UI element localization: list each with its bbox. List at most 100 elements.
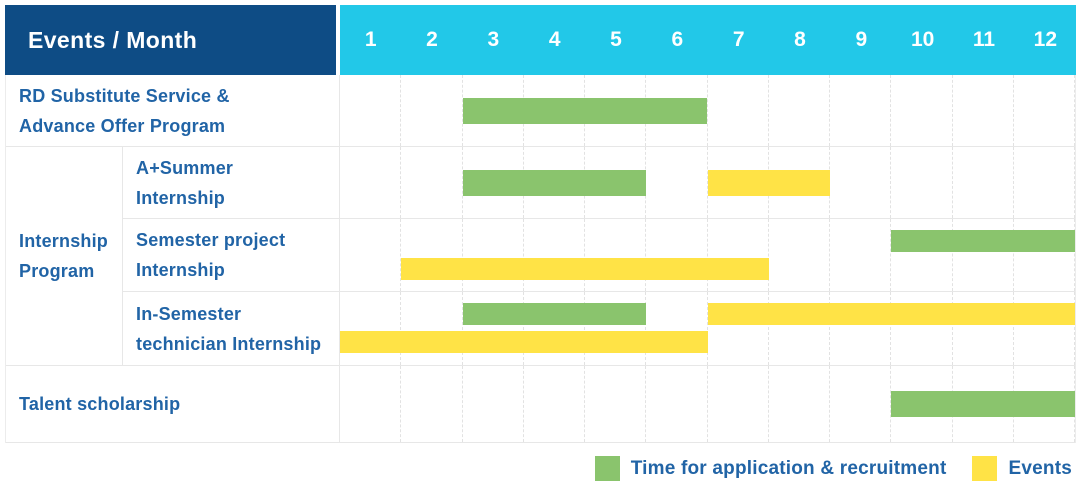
legend: Time for application & recruitment Event… [594,456,1072,481]
month-cell [463,366,524,442]
legend-item-application: Time for application & recruitment [594,456,947,481]
application-bar [891,230,1075,252]
month-cell [585,366,647,442]
month-cell [340,219,402,291]
month-cell [585,292,647,365]
row-label-talent-scholarship: Talent scholarship [6,366,340,442]
application-bar [462,303,647,325]
month-header: 1 2 3 4 5 6 7 8 9 10 11 12 [340,5,1076,75]
month-cell [891,147,953,218]
month-cell [646,147,708,218]
table-row: In-Semester technician Internship [123,292,1075,365]
month-cell [830,75,892,146]
row-label-line: Semester project [136,230,286,250]
row-label-line: A+Summer [136,157,234,178]
month-cell [1014,292,1075,365]
month-cell [401,292,463,365]
month-cell [401,147,463,218]
month-cell [953,219,1014,291]
table-row: Semester project Internship [123,219,1075,292]
row-label-semester-project-internship: Semester project Internship [123,219,340,291]
month-header-label: 2 [426,28,438,51]
month-header-label: 8 [794,28,806,51]
month-cell [340,366,402,442]
month-cell [953,75,1014,146]
month-header-label: 4 [548,28,561,51]
month-cell [1014,219,1075,291]
group-label-line: Program [19,261,95,281]
row-label-in-semester-technician-internship: In-Semester technician Internship [123,292,340,365]
application-swatch-icon [594,456,620,481]
month-track [340,147,1075,218]
month-track [340,292,1075,365]
month-cell [646,292,708,365]
group-label-line: Internship [19,231,109,251]
month-cell [1014,75,1075,146]
row-label-a-summer-internship: A+Summer Internship [123,147,340,218]
table-row: A+Summer Internship [123,147,1075,219]
month-cell [891,75,953,146]
table-row: RD Substitute Service & Advance Offer Pr… [6,75,1075,147]
month-track [340,75,1075,146]
event-bar [707,169,830,196]
month-cell [524,219,585,291]
month-cell [585,219,647,291]
month-cell [830,366,892,442]
row-label-line: Internship [136,260,226,280]
month-header-label: 12 [1033,28,1057,51]
events-month-header-cell: Events / Month [5,5,336,75]
month-cell [463,292,524,365]
month-cell [524,292,585,365]
application-bar [891,391,1075,417]
month-header-label: 10 [910,28,935,51]
table-row: Talent scholarship [6,366,1075,443]
month-header-label: 5 [610,28,622,51]
schedule-table: Events / Month 1 2 3 4 5 6 7 8 9 10 11 12 RD Substi… [5,5,1076,443]
month-cell [708,219,769,291]
month-cell [524,366,585,442]
event-bar [401,258,769,280]
month-cell [953,292,1014,365]
month-cell [401,75,463,146]
month-cell [891,219,953,291]
month-cell [340,75,402,146]
month-header-label: 11 [972,28,996,51]
month-cell [769,219,830,291]
event-bar [707,303,1075,325]
table-header-row: Events / Month 1 2 3 4 5 6 7 8 9 10 11 12 [5,5,1076,75]
month-cell [769,75,830,146]
month-cell [340,292,402,365]
event-bar [340,331,708,353]
legend-label: Time for application & recruitment [630,457,947,479]
month-track [340,219,1075,291]
application-bar [462,169,647,196]
month-cell [401,366,463,442]
month-cell [830,147,892,218]
month-header-label: 1 [364,28,377,51]
row-label-line: Talent scholarship [19,394,181,414]
row-label-line: RD Substitute Service & [19,85,230,106]
row-label-line: Internship [136,187,226,208]
events-swatch-icon [972,456,998,481]
month-cell [401,219,463,291]
group-label-internship-program: Internship Program [6,147,123,365]
month-cell [830,219,892,291]
month-cell [769,366,830,442]
month-track [340,366,1075,442]
row-label-line: In-Semester [136,303,242,324]
month-cell [830,292,892,365]
month-cell [891,292,953,365]
month-cell [708,366,769,442]
row-label-line: technician Internship [136,333,322,354]
month-header-label: 9 [855,28,868,51]
month-cell [646,219,708,291]
internship-program-group-row: Internship Program A+Summer Internship S… [6,147,1075,366]
month-cell [708,75,769,146]
application-bar [462,97,708,124]
table-body: RD Substitute Service & Advance Offer Pr… [5,75,1076,443]
month-cell [646,366,708,442]
legend-label: Events [1008,457,1072,479]
month-cell [340,147,402,218]
month-header-label: 7 [732,28,745,51]
